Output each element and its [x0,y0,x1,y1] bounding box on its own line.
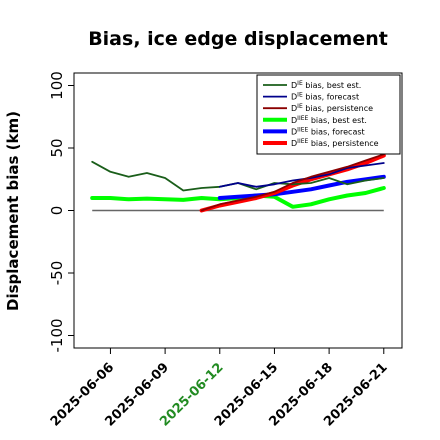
legend-box [256,74,401,155]
legend-label: DIE bias, forecast [291,91,359,102]
y-tick-label: 50 [48,138,66,157]
series-line-1 [91,160,385,192]
legend-label: DIE bias, persistence [291,103,373,114]
y-tick-label: 0 [48,206,66,216]
legend-label: DIIEE bias, persistence [291,138,379,149]
series-line-3 [200,153,385,212]
series-line-5 [217,174,386,200]
legend: DIE bias, best est.DIE bias, forecastDIE… [256,74,401,155]
legend-label: DIIEE bias, best est. [291,114,367,125]
chart-title: Bias, ice edge displacement [88,28,388,50]
legend-label: DIIEE bias, forecast [291,126,365,137]
y-tick-label: 100 [48,71,66,100]
y-axis-label: Displacement bias (km) [4,111,22,311]
y-tick-label: -100 [48,318,66,352]
plot-area [90,153,386,213]
legend-label: DIE bias, best est. [291,80,361,91]
y-tick-label: -50 [48,261,66,286]
